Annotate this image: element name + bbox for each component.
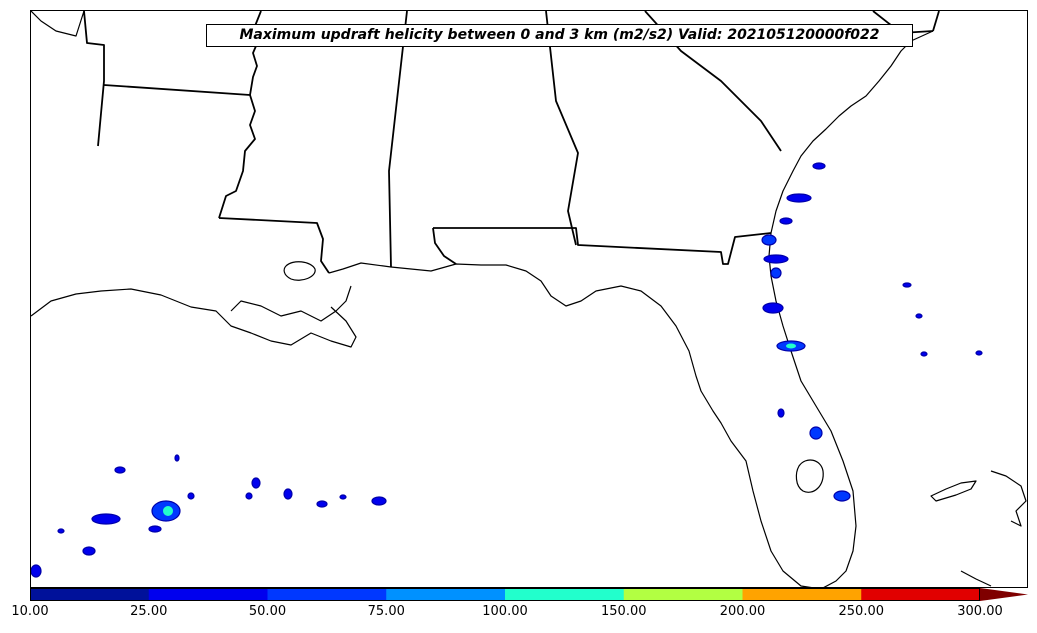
helicity-cell (920, 351, 928, 357)
colorbar-tick-label: 10.00 (11, 604, 49, 619)
colorbar-segment (148, 588, 268, 601)
colorbar-segment (861, 588, 981, 601)
state-border-al-ga (545, 11, 579, 246)
colorbar-segment (505, 588, 625, 601)
colorbar-extend-arrow (980, 588, 1028, 601)
helicity-cell (763, 254, 789, 264)
helicity-cell (148, 525, 162, 533)
helicity-cell (786, 193, 812, 203)
helicity-cell (174, 454, 180, 462)
coastline-atlantic (770, 30, 934, 234)
helicity-cell (283, 488, 293, 500)
coastline-louisiana-marsh (230, 285, 352, 322)
colorbar-tick-label: 25.00 (130, 604, 168, 619)
map-canvas (31, 11, 1027, 587)
colorbar-tick-label: 200.00 (719, 604, 766, 619)
map-title: Maximum updraft helicity between 0 and 3… (206, 24, 913, 47)
helicity-cell (777, 408, 785, 418)
helicity-cell (812, 162, 826, 170)
colorbar-tick-label: 150.00 (601, 604, 647, 619)
colorbar-tick-label: 300.00 (957, 604, 1003, 619)
helicity-cell (809, 426, 823, 440)
helicity-cell (187, 492, 195, 500)
helicity-field (31, 162, 983, 578)
state-border-ms-river-south (218, 94, 256, 219)
helicity-cell (57, 528, 65, 534)
colorbar-tick-labels: 10.00 25.00 50.00 75.00 100.00 150.00 200.00 25… (0, 604, 1037, 624)
helicity-cell (761, 234, 777, 246)
coastline-cuba (930, 480, 977, 502)
colorbar-outline (30, 588, 980, 601)
coastline-keys (960, 570, 992, 587)
helicity-cell (371, 496, 387, 506)
helicity-cell (91, 513, 121, 525)
helicity-cell (82, 546, 96, 556)
helicity-cell (779, 217, 793, 225)
colorbar-segment (742, 588, 862, 601)
coastline-bahamas (990, 470, 1027, 527)
helicity-cell (762, 302, 784, 314)
helicity-cell (833, 490, 851, 502)
helicity-cell (786, 343, 796, 349)
state-border-al-fl (433, 227, 772, 265)
colorbar-tick-label: 250.00 (838, 604, 885, 619)
state-border-al-fl-west (432, 227, 457, 265)
helicity-cell (316, 500, 328, 508)
coastline-texas-west (31, 11, 85, 37)
coastline-texas (31, 288, 357, 348)
colorbar-segment (386, 588, 506, 601)
colorbar-tick-label: 50.00 (248, 604, 287, 619)
state-border-ms-al (388, 11, 408, 268)
helicity-cell (31, 564, 42, 578)
helicity-cell (975, 350, 983, 356)
coastline-central-gulf (328, 232, 857, 587)
helicity-cell (770, 267, 782, 279)
helicity-cell (163, 506, 173, 516)
helicity-cell (902, 282, 912, 288)
colorbar-tick-label: 100.00 (482, 604, 528, 619)
helicity-cell (245, 492, 253, 500)
state-border-ar-la-north (103, 84, 251, 96)
helicity-cell (339, 494, 347, 500)
colorbar-segment (30, 588, 150, 601)
colorbar-segment (623, 588, 743, 601)
colorbar (30, 588, 1028, 601)
helicity-cell (251, 477, 261, 489)
lake-okeechobee (795, 459, 824, 493)
colorbar-segments (30, 588, 981, 601)
colorbar-segment (267, 588, 387, 601)
lake-pontchartrain (283, 261, 316, 281)
state-border-ar-la (83, 11, 105, 147)
state-border-tn (932, 11, 940, 32)
colorbar-tick-label: 75.00 (367, 604, 405, 619)
helicity-cell (114, 466, 126, 474)
map-panel: Maximum updraft helicity between 0 and 3… (30, 10, 1028, 588)
state-border-la-ms (218, 217, 330, 274)
helicity-cell (915, 313, 923, 319)
